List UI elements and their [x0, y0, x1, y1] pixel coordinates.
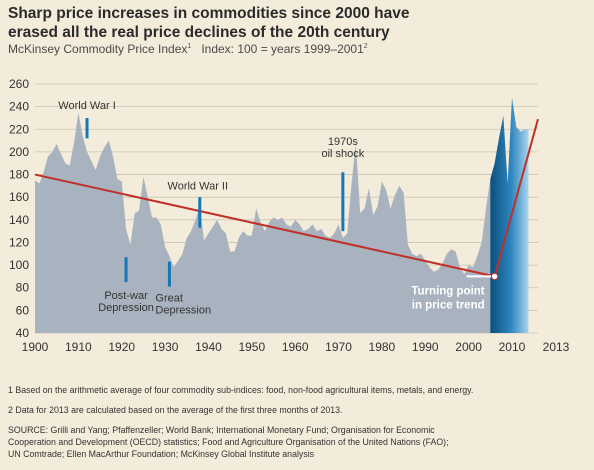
y-tick-label: 140 — [9, 213, 29, 227]
turning-point-label: Turning point — [411, 286, 484, 298]
y-tick-label: 120 — [9, 235, 29, 249]
x-tick-label: 1970 — [325, 340, 352, 354]
subtitle-footnote-mark-2: 2 — [363, 43, 368, 50]
subtitle-footnote-mark-1: 1 — [187, 43, 192, 50]
footnotes: 1 Based on the arithmetic average of fou… — [8, 384, 588, 460]
y-tick-label: 260 — [9, 77, 29, 91]
x-tick-label: 1960 — [282, 340, 309, 354]
annotation-label: oil shock — [321, 148, 364, 160]
y-tick-label: 160 — [9, 190, 29, 204]
footnote-1: 1 Based on the arithmetic average of fou… — [8, 385, 474, 395]
annotation-label: Great — [155, 292, 183, 304]
x-tick-label: 1980 — [369, 340, 396, 354]
price-index-area — [35, 112, 491, 333]
y-tick-label: 200 — [9, 145, 29, 159]
chart-title: Sharp price increases in commodities sin… — [8, 4, 588, 42]
source-line-2: Cooperation and Development (OECD) stati… — [8, 437, 449, 447]
footnote-2: 2 Data for 2013 are calculated based on … — [8, 405, 343, 415]
source-note: SOURCE: Grilli and Yang; Pfaffenzeller; … — [8, 424, 588, 460]
x-tick-label: 1920 — [108, 340, 135, 354]
x-tick-label: 1940 — [195, 340, 222, 354]
turning-point-marker — [490, 272, 499, 281]
annotation-label: World War II — [168, 180, 229, 192]
y-tick-label: 220 — [9, 122, 29, 136]
y-tick-label: 80 — [16, 281, 30, 295]
x-tick-label: 1930 — [152, 340, 179, 354]
chart-area-layer — [35, 97, 529, 333]
source-line-1: SOURCE: Grilli and Yang; Pfaffenzeller; … — [8, 425, 435, 435]
x-tick-label: 2013 — [543, 340, 570, 354]
x-tick-label: 2010 — [499, 340, 526, 354]
annotation-label: 1970s — [328, 136, 358, 148]
title-line-2: erased all the real price declines of th… — [8, 24, 390, 41]
annotation-label: Depression — [98, 302, 154, 314]
annotation-label: Depression — [155, 304, 211, 316]
x-tick-label: 1990 — [412, 340, 439, 354]
subtitle-main: McKinsey Commodity Price Index — [8, 42, 188, 56]
source-line-3: UN Comtrade; Ellen MacArthur Foundation;… — [8, 449, 315, 459]
y-tick-label: 180 — [9, 168, 29, 182]
y-tick-label: 60 — [16, 303, 30, 317]
y-tick-label: 100 — [9, 258, 29, 272]
x-tick-label: 1950 — [238, 340, 265, 354]
y-tick-label: 40 — [16, 326, 30, 340]
x-tick-label: 1900 — [22, 340, 49, 354]
price-index-area-recent — [490, 97, 529, 333]
turning-point-label: in price trend — [412, 300, 485, 312]
subtitle-index: Index: 100 = years 1999–2001 — [201, 42, 364, 56]
chart-subtitle: McKinsey Commodity Price Index1 Index: 1… — [8, 42, 588, 56]
y-axis: 40 60 80 100 120 140 160 180 200 220 240 260 — [9, 77, 29, 340]
x-tick-label: 1910 — [65, 340, 92, 354]
annotation-label: World War I — [58, 100, 115, 112]
x-axis: 1900 1910 1920 1930 1940 1950 1960 1970 1980 1990… — [22, 340, 570, 354]
annotation-label: Post-war — [104, 290, 148, 302]
y-tick-label: 240 — [9, 100, 29, 114]
title-line-1: Sharp price increases in commodities sin… — [8, 5, 410, 22]
x-tick-label: 2000 — [455, 340, 482, 354]
